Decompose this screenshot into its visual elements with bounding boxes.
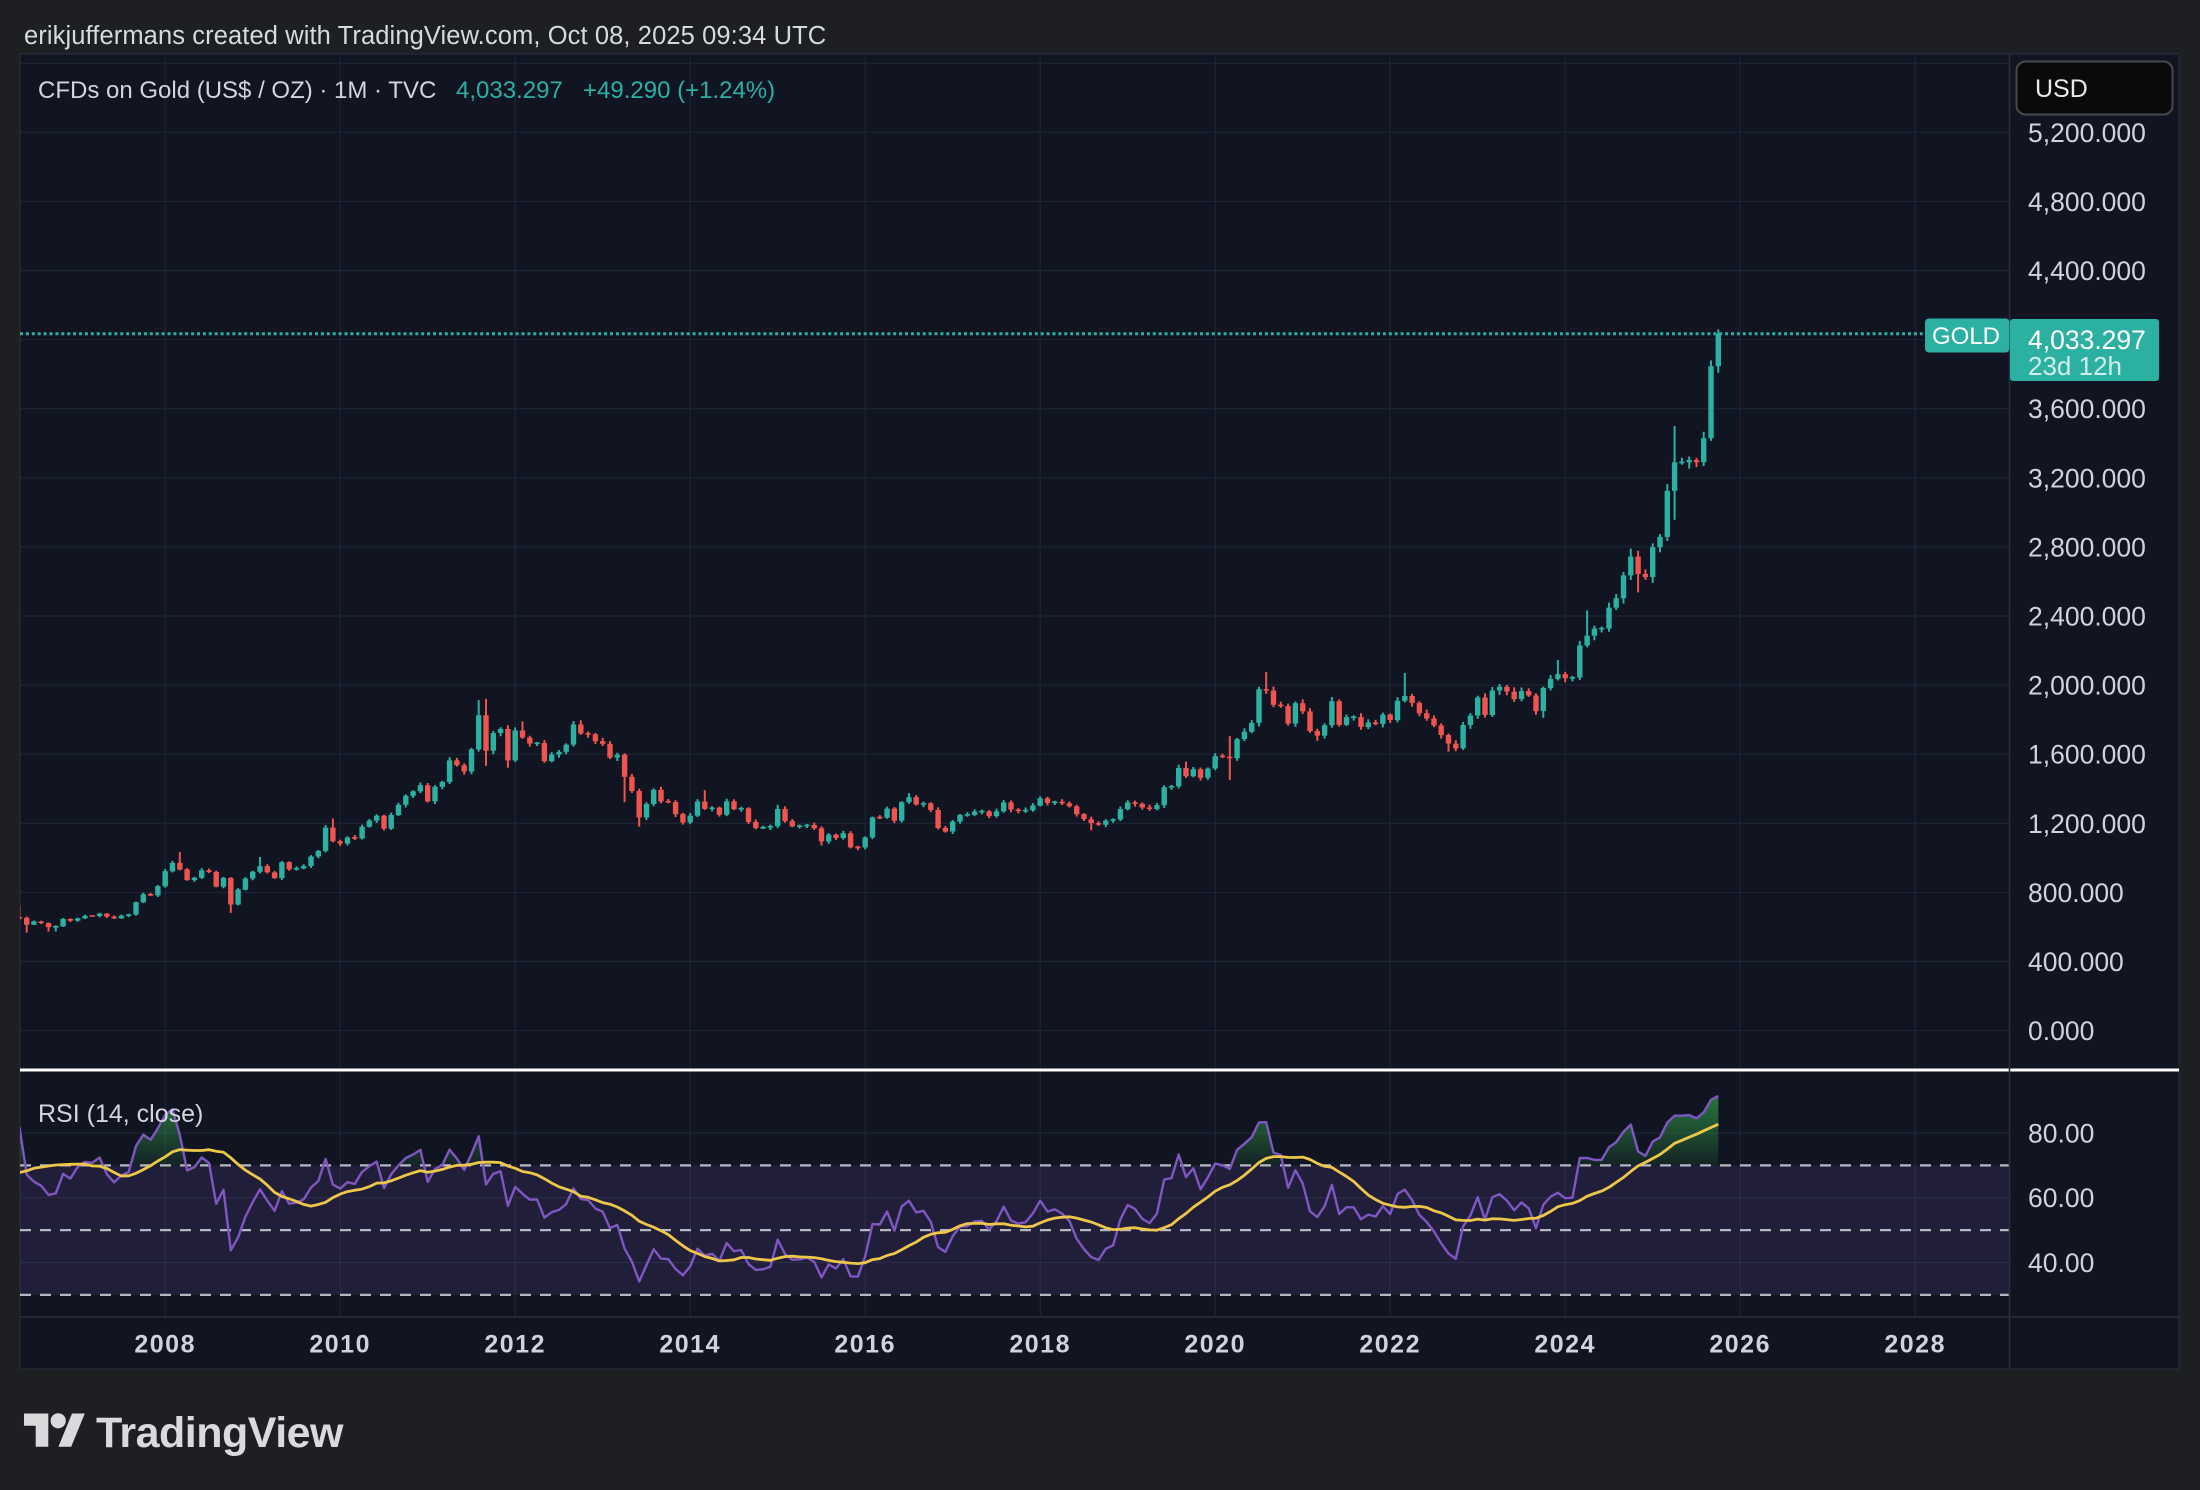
svg-text:60.00: 60.00 [2028,1183,2094,1213]
svg-text:3,200.000: 3,200.000 [2028,463,2146,493]
svg-text:USD: USD [2035,75,2088,103]
svg-text:4,033.297: 4,033.297 [456,77,563,104]
svg-text:400.000: 400.000 [2028,947,2124,977]
svg-text:CFDs on Gold (US$ / OZ) · 1M ·: CFDs on Gold (US$ / OZ) · 1M · TVC [38,77,436,104]
svg-text:2018: 2018 [1009,1331,1071,1359]
svg-text:80.00: 80.00 [2028,1119,2094,1149]
svg-text:1,600.000: 1,600.000 [2028,740,2146,770]
svg-text:2022: 2022 [1359,1331,1421,1359]
svg-text:23d 12h: 23d 12h [2028,351,2122,381]
svg-text:2016: 2016 [834,1331,896,1359]
svg-text:4,800.000: 4,800.000 [2028,187,2146,217]
svg-text:2028: 2028 [1884,1331,1946,1359]
svg-text:TradingView: TradingView [96,1409,344,1457]
svg-text:40.00: 40.00 [2028,1248,2094,1278]
svg-text:2012: 2012 [484,1331,546,1359]
svg-text:+49.290 (+1.24%): +49.290 (+1.24%) [583,77,775,104]
svg-text:1,200.000: 1,200.000 [2028,809,2146,839]
svg-text:4,033.297: 4,033.297 [2028,325,2146,355]
svg-text:2,800.000: 2,800.000 [2028,532,2146,562]
svg-text:0.000: 0.000 [2028,1016,2094,1046]
svg-text:3,600.000: 3,600.000 [2028,394,2146,424]
svg-text:RSI (14, close): RSI (14, close) [38,1100,203,1128]
svg-text:2008: 2008 [134,1331,196,1359]
svg-text:GOLD: GOLD [1932,323,2000,350]
svg-text:erikjuffermans created with Tr: erikjuffermans created with TradingView.… [24,22,826,50]
svg-text:800.000: 800.000 [2028,878,2124,908]
svg-text:2010: 2010 [309,1331,371,1359]
svg-text:2,400.000: 2,400.000 [2028,602,2146,632]
svg-text:2,000.000: 2,000.000 [2028,671,2146,701]
svg-text:2024: 2024 [1534,1331,1596,1359]
svg-text:4,400.000: 4,400.000 [2028,256,2146,286]
svg-text:5,200.000: 5,200.000 [2028,118,2146,148]
svg-text:2026: 2026 [1709,1331,1771,1359]
svg-text:2014: 2014 [659,1331,721,1359]
svg-text:2020: 2020 [1184,1331,1246,1359]
